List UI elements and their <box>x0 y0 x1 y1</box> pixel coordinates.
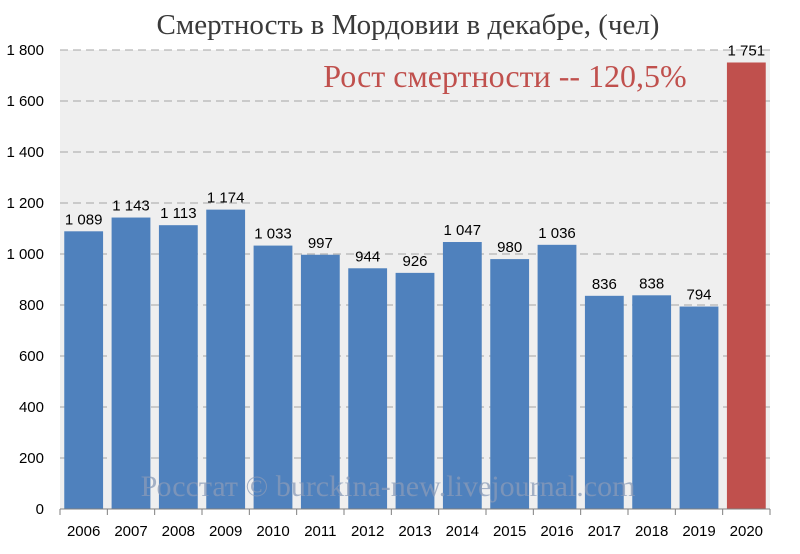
data-label: 997 <box>308 235 333 252</box>
x-tick-label: 2012 <box>351 523 384 540</box>
bars <box>64 62 766 510</box>
chart-title: Смертность в Мордовии в декабре, (чел) <box>157 9 660 41</box>
y-tick-label: 800 <box>19 297 44 314</box>
bar-2015 <box>490 259 530 509</box>
y-tick-label: 1 000 <box>6 246 44 263</box>
x-tick-label: 2015 <box>493 523 526 540</box>
bar-2010 <box>253 245 293 509</box>
data-labels: 1 089 1 143 1 113 1 174 1 033 997 944 926 1 047 9… <box>65 42 765 303</box>
y-tick-label: 200 <box>19 450 44 467</box>
x-tick-label: 2010 <box>256 523 289 540</box>
bar-2016 <box>537 244 577 509</box>
y-tick-label: 1 400 <box>6 144 44 161</box>
bar-2019 <box>679 306 719 509</box>
data-label: 1 174 <box>207 190 245 207</box>
data-label: 1 047 <box>444 222 482 239</box>
y-tick-label: 0 <box>36 501 44 518</box>
y-axis-ticks: 0 200 400 600 800 1 000 1 200 1 400 1 600 1 800 <box>6 42 44 518</box>
x-tick-label: 2016 <box>540 523 573 540</box>
x-tick-label: 2017 <box>588 523 621 540</box>
y-tick-label: 600 <box>19 348 44 365</box>
data-label: 1 751 <box>728 42 766 59</box>
bar-2012 <box>348 268 388 509</box>
data-label: 1 113 <box>160 205 196 222</box>
data-label: 836 <box>592 276 617 293</box>
x-tick-label: 2014 <box>446 523 479 540</box>
y-tick-label: 1 200 <box>6 195 44 212</box>
y-tick-label: 1 600 <box>6 93 44 110</box>
bar-2007 <box>111 217 151 509</box>
y-tick-label: 1 800 <box>6 42 44 59</box>
x-tick-label: 2011 <box>304 523 336 540</box>
data-label: 1 036 <box>538 225 576 242</box>
data-label: 980 <box>497 239 522 256</box>
bar-2018 <box>632 295 672 509</box>
bar-2013 <box>395 272 435 509</box>
watermark: Росстат © burckina-new.livejournal.com <box>141 470 636 503</box>
bar-2020 <box>726 62 766 510</box>
data-label: 1 089 <box>65 211 103 228</box>
data-label: 1 033 <box>254 226 292 243</box>
x-tick-label: 2006 <box>67 523 100 540</box>
bar-2014 <box>442 242 482 509</box>
x-axis-ticks: 2006 2007 2008 2009 2010 2011 2012 2013 2014 2015… <box>59 509 771 540</box>
x-tick-label: 2020 <box>730 523 763 540</box>
x-tick-label: 2018 <box>635 523 668 540</box>
x-tick-label: 2013 <box>398 523 431 540</box>
bar-2017 <box>584 295 624 509</box>
data-label: 838 <box>639 275 664 292</box>
x-tick-label: 2019 <box>682 523 715 540</box>
bar-2008 <box>158 225 198 509</box>
bar-2011 <box>300 254 340 509</box>
data-label: 944 <box>355 248 380 265</box>
data-label: 1 143 <box>112 198 150 215</box>
bar-2006 <box>64 231 104 509</box>
data-label: 794 <box>686 287 711 304</box>
x-tick-label: 2007 <box>114 523 147 540</box>
chart-subtitle: Рост смертности -- 120,5% <box>323 58 686 94</box>
data-label: 926 <box>402 253 427 270</box>
x-tick-label: 2008 <box>162 523 195 540</box>
y-tick-label: 400 <box>19 399 44 416</box>
x-tick-label: 2009 <box>209 523 242 540</box>
bar-2009 <box>206 209 246 509</box>
